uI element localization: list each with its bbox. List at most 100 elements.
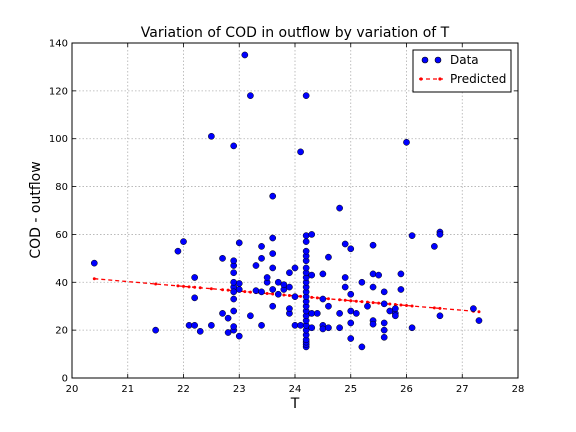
data-point <box>280 281 288 289</box>
predicted-point <box>343 298 347 302</box>
data-point <box>313 310 321 317</box>
x-tick-label: 22 <box>177 384 190 395</box>
predicted-point <box>349 299 353 303</box>
data-point <box>364 302 371 310</box>
data-point <box>247 92 254 99</box>
predicted-point <box>438 306 442 310</box>
y-tick-label: 40 <box>55 278 68 289</box>
data-point <box>369 270 377 278</box>
data-series <box>90 51 483 351</box>
legend-predicted-label: Predicted <box>450 72 506 86</box>
predicted-point <box>92 277 96 281</box>
data-point <box>336 204 343 212</box>
legend: Data Predicted <box>412 49 512 93</box>
predicted-point <box>271 292 275 296</box>
predicted-point <box>405 303 408 307</box>
data-point <box>252 262 260 269</box>
x-axis-label: T <box>290 396 300 412</box>
data-point <box>174 247 182 255</box>
data-point <box>470 305 477 312</box>
data-point <box>269 250 277 257</box>
data-point <box>347 245 355 253</box>
predicted-point <box>243 290 247 294</box>
data-point <box>347 307 355 315</box>
data-point <box>180 238 187 245</box>
data-point <box>297 322 304 329</box>
y-tick-label: 80 <box>55 182 68 193</box>
x-tick-label: 25 <box>344 384 357 395</box>
data-point <box>90 259 98 267</box>
data-point <box>230 295 238 303</box>
data-point <box>230 257 238 265</box>
y-tick-label: 100 <box>49 134 68 145</box>
x-tick-label: 20 <box>66 384 79 395</box>
predicted-point <box>388 302 392 306</box>
legend-data-label: Data <box>450 53 479 67</box>
data-point <box>347 290 355 298</box>
data-point <box>369 320 377 328</box>
data-point <box>403 138 410 146</box>
predicted-point <box>410 304 414 308</box>
data-point <box>341 274 349 281</box>
data-point <box>269 234 277 242</box>
legend-predicted-marker <box>438 77 442 81</box>
predicted-point <box>154 282 158 286</box>
data-point <box>436 231 444 238</box>
predicted-point <box>265 292 269 296</box>
data-point <box>269 264 277 272</box>
data-point <box>258 288 265 296</box>
data-point <box>247 312 254 320</box>
data-point <box>191 294 198 302</box>
predicted-point <box>226 288 230 292</box>
data-point <box>258 243 265 250</box>
data-point <box>369 241 377 249</box>
data-point <box>286 305 293 312</box>
data-point <box>230 288 238 296</box>
predicted-point <box>365 300 369 304</box>
data-point <box>263 274 271 281</box>
y-tick-label: 20 <box>55 326 68 337</box>
data-point <box>358 343 366 351</box>
predicted-point <box>354 299 358 303</box>
x-tick-label: 26 <box>400 384 413 395</box>
data-point <box>319 295 327 303</box>
predicted-point <box>282 293 286 297</box>
y-tick-label: 140 <box>49 39 68 50</box>
data-point <box>319 325 327 333</box>
data-point <box>308 310 316 317</box>
predicted-point <box>399 303 403 307</box>
data-point <box>397 270 405 278</box>
data-point <box>352 310 360 317</box>
data-point <box>235 280 243 287</box>
predicted-point <box>477 310 481 314</box>
data-point <box>380 288 388 296</box>
data-point <box>241 51 249 59</box>
data-point <box>152 326 159 334</box>
data-point <box>224 314 232 322</box>
predicted-point <box>432 306 436 310</box>
data-point <box>274 290 282 298</box>
data-point <box>325 253 332 261</box>
data-point <box>302 247 310 255</box>
data-point <box>341 240 349 248</box>
predicted-point <box>287 293 291 297</box>
predicted-point <box>221 288 225 292</box>
data-point <box>191 322 198 329</box>
x-tick-label: 21 <box>121 384 134 395</box>
data-point <box>369 283 377 291</box>
x-tick-label: 28 <box>512 384 525 395</box>
predicted-point <box>198 286 202 290</box>
predicted-point <box>248 290 252 294</box>
data-point <box>191 274 198 281</box>
y-axis-label: COD - outflow <box>28 161 44 258</box>
data-point <box>230 142 238 150</box>
data-point <box>235 239 243 247</box>
predicted-point <box>193 285 197 289</box>
data-point <box>274 278 282 286</box>
data-point <box>325 324 332 332</box>
x-tick-label: 23 <box>233 384 246 395</box>
data-point <box>219 255 226 262</box>
data-point <box>208 132 215 140</box>
